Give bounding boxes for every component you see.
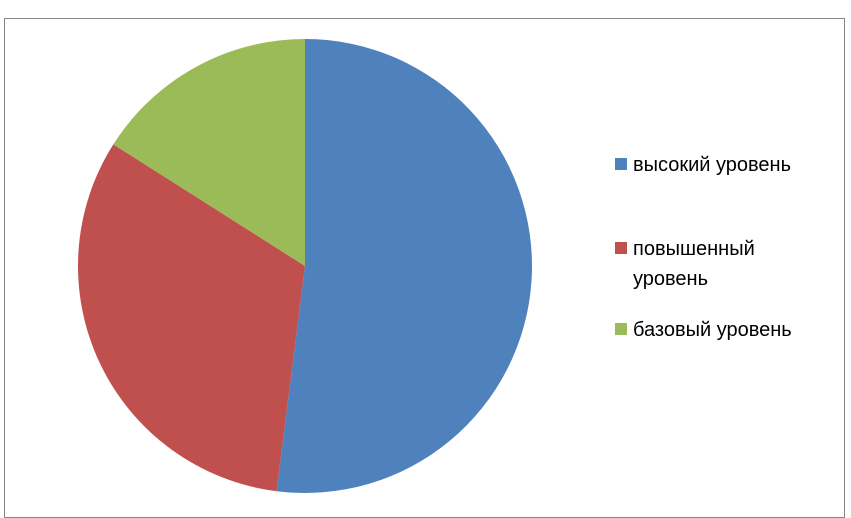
pie-slice-elevated: [78, 144, 306, 492]
legend-swatch-high: [615, 158, 627, 170]
legend-item-high: высокий уровень: [615, 150, 833, 180]
pie-slice-base: [113, 39, 306, 266]
legend-item-base: базовый уровень: [615, 315, 833, 345]
legend-label-base: базовый уровень: [633, 319, 792, 341]
legend-label-high: высокий уровень: [633, 154, 792, 176]
legend-swatch-elevated: [615, 242, 627, 254]
legend-swatch-base: [615, 323, 627, 335]
pie-slices: [78, 39, 533, 493]
pie-slice-high: [276, 39, 533, 493]
legend-label-elevated: повышенный уровень: [633, 238, 755, 290]
legend-item-elevated: повышенный уровень: [615, 234, 783, 294]
